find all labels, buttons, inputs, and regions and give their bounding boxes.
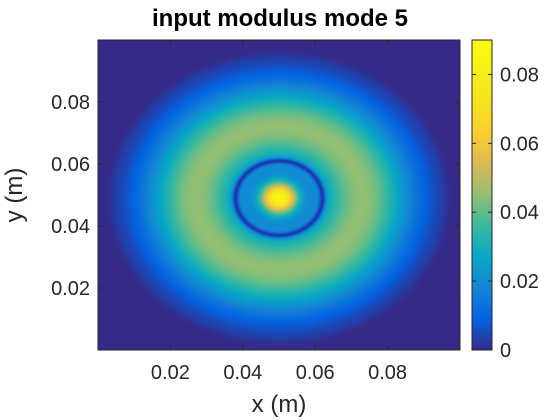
y-tick-label: 0.04 <box>51 216 90 238</box>
colorbar-tick-label: 0.04 <box>500 202 539 224</box>
x-axis-label: x (m) <box>252 391 307 418</box>
y-axis: 0.02 0.04 0.06 0.08 <box>51 92 460 300</box>
colorbar-ticks: 0 0.02 0.04 0.06 0.08 <box>472 64 539 362</box>
colorbar-tick-label: 0 <box>500 340 511 362</box>
colorbar-frame <box>471 39 493 351</box>
x-axis: 0.02 0.04 0.06 0.08 <box>151 40 407 384</box>
plot-area <box>97 39 461 351</box>
colorbar: 0 0.02 0.04 0.06 0.08 <box>471 39 539 362</box>
y-tick-label: 0.08 <box>51 92 90 114</box>
colorbar-tick-label: 0.06 <box>500 133 539 155</box>
x-tick-label: 0.06 <box>296 362 335 384</box>
heatmap-image <box>98 40 460 350</box>
x-tick-label: 0.02 <box>151 362 190 384</box>
plot-frame <box>97 39 461 351</box>
y-axis-label: y (m) <box>1 168 28 223</box>
y-tick-label: 0.02 <box>51 278 90 300</box>
y-tick-label: 0.06 <box>51 154 90 176</box>
x-tick-label: 0.08 <box>368 362 407 384</box>
colorbar-gradient <box>472 40 492 350</box>
colorbar-tick-label: 0.02 <box>500 271 539 293</box>
x-tick-label: 0.04 <box>223 362 262 384</box>
colorbar-tick-label: 0.08 <box>500 64 539 86</box>
chart-title: input modulus mode 5 <box>152 5 408 32</box>
